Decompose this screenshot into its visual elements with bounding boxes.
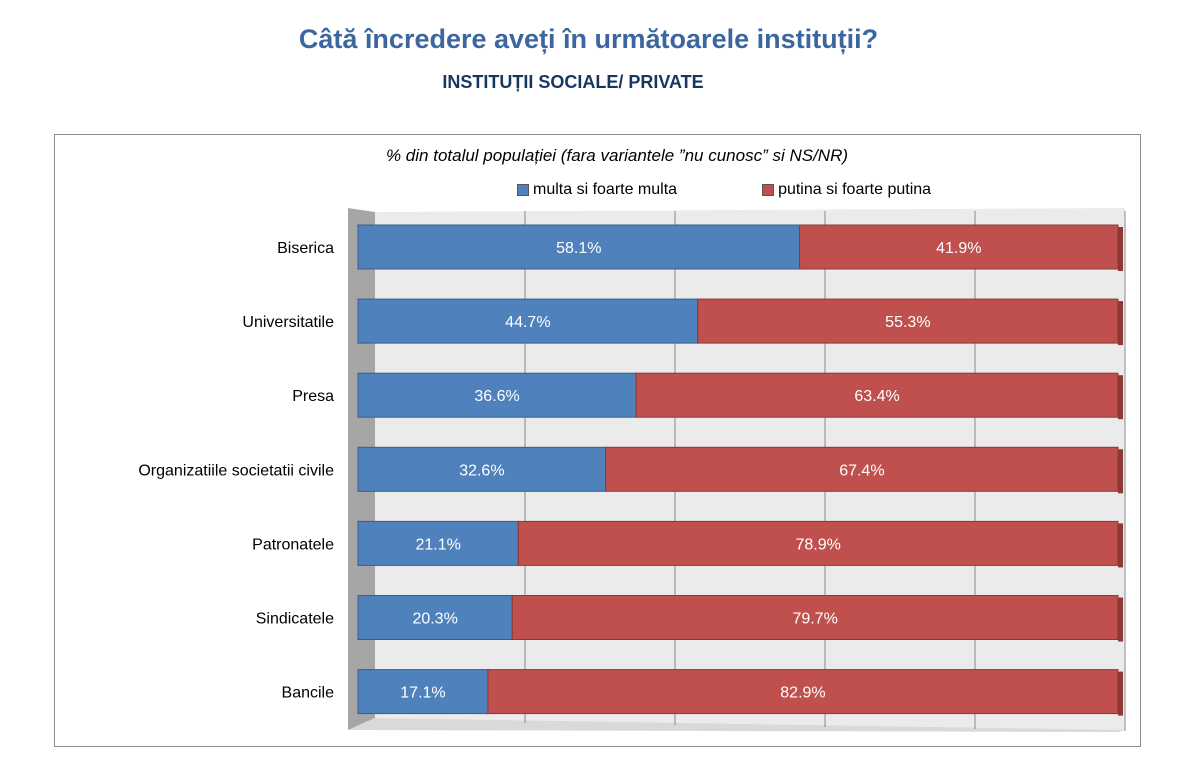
data-label: 32.6% [459, 462, 504, 479]
bar-segment [517, 520, 1119, 566]
bar-segment [357, 669, 489, 715]
bar-end-face [1118, 449, 1123, 494]
bar-segment [357, 224, 801, 270]
bar-end-face [1118, 227, 1123, 271]
plot-floor [348, 718, 1125, 732]
bar-end-face [1118, 301, 1123, 346]
data-label: 78.9% [795, 536, 840, 553]
bar-segment [487, 669, 1119, 715]
chart-title: % din totalul populației (fara variantel… [385, 146, 849, 165]
data-label: 41.9% [936, 240, 981, 257]
bar-segment [605, 446, 1119, 492]
page-subtitle: INSTITUȚII SOCIALE/ PRIVATE [442, 72, 704, 92]
category-label: Patronatele [252, 536, 334, 553]
bar-segment [357, 372, 637, 418]
data-label: 20.3% [412, 611, 457, 628]
bar-segment [511, 595, 1119, 640]
bar-end-face [1118, 671, 1123, 716]
page-title: Câtă încredere aveți în următoarele inst… [298, 24, 879, 54]
data-label: 63.4% [854, 388, 899, 405]
category-label: Universitatile [242, 314, 334, 331]
legend: multa si foarte multa putina si foarte p… [517, 181, 1016, 199]
bar-segment [635, 372, 1119, 418]
bar-segment [357, 595, 513, 640]
data-label: 36.6% [474, 388, 519, 405]
category-label: Sindicatele [256, 611, 334, 628]
legend-item-putina: putina si foarte putina [762, 181, 931, 199]
legend-swatch [762, 184, 775, 196]
data-label: 55.3% [885, 314, 930, 331]
data-label: 58.1% [556, 240, 601, 257]
category-label: Biserica [277, 240, 334, 257]
chart-frame [54, 134, 1141, 747]
category-label: Bancile [282, 685, 335, 702]
legend-swatch [517, 184, 529, 196]
bar-end-face [1118, 597, 1123, 642]
bar-end-face [1118, 523, 1123, 568]
data-label: 44.7% [505, 314, 550, 331]
bar-segment [697, 298, 1119, 344]
category-label: Presa [292, 388, 334, 405]
data-label: 82.9% [780, 685, 825, 702]
bar-end-face [1118, 375, 1123, 420]
data-label: 17.1% [400, 685, 445, 702]
bar-segment [799, 224, 1119, 270]
data-label: 67.4% [839, 462, 884, 479]
data-label: 79.7% [792, 611, 837, 628]
legend-item-multa: multa si foarte multa [517, 181, 677, 199]
category-label: Organizatiile societatii civile [138, 462, 334, 479]
legend-label: multa si foarte multa [533, 181, 678, 198]
legend-label: putina si foarte putina [778, 181, 932, 198]
data-label: 21.1% [415, 536, 460, 553]
